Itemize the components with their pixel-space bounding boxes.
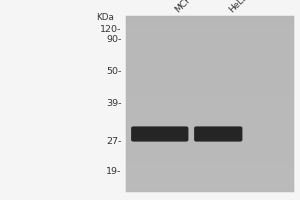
- FancyBboxPatch shape: [131, 126, 188, 142]
- Text: 27-: 27-: [106, 136, 122, 146]
- Text: 39-: 39-: [106, 99, 122, 108]
- Text: 50-: 50-: [106, 68, 122, 76]
- FancyBboxPatch shape: [194, 126, 242, 142]
- Bar: [126, 16, 294, 192]
- Text: 120-: 120-: [100, 24, 122, 33]
- Text: MCF-7: MCF-7: [174, 0, 200, 14]
- Text: 19-: 19-: [106, 166, 122, 176]
- Text: HeLa: HeLa: [228, 0, 250, 14]
- Text: KDa: KDa: [96, 14, 114, 22]
- Text: 90-: 90-: [106, 34, 122, 44]
